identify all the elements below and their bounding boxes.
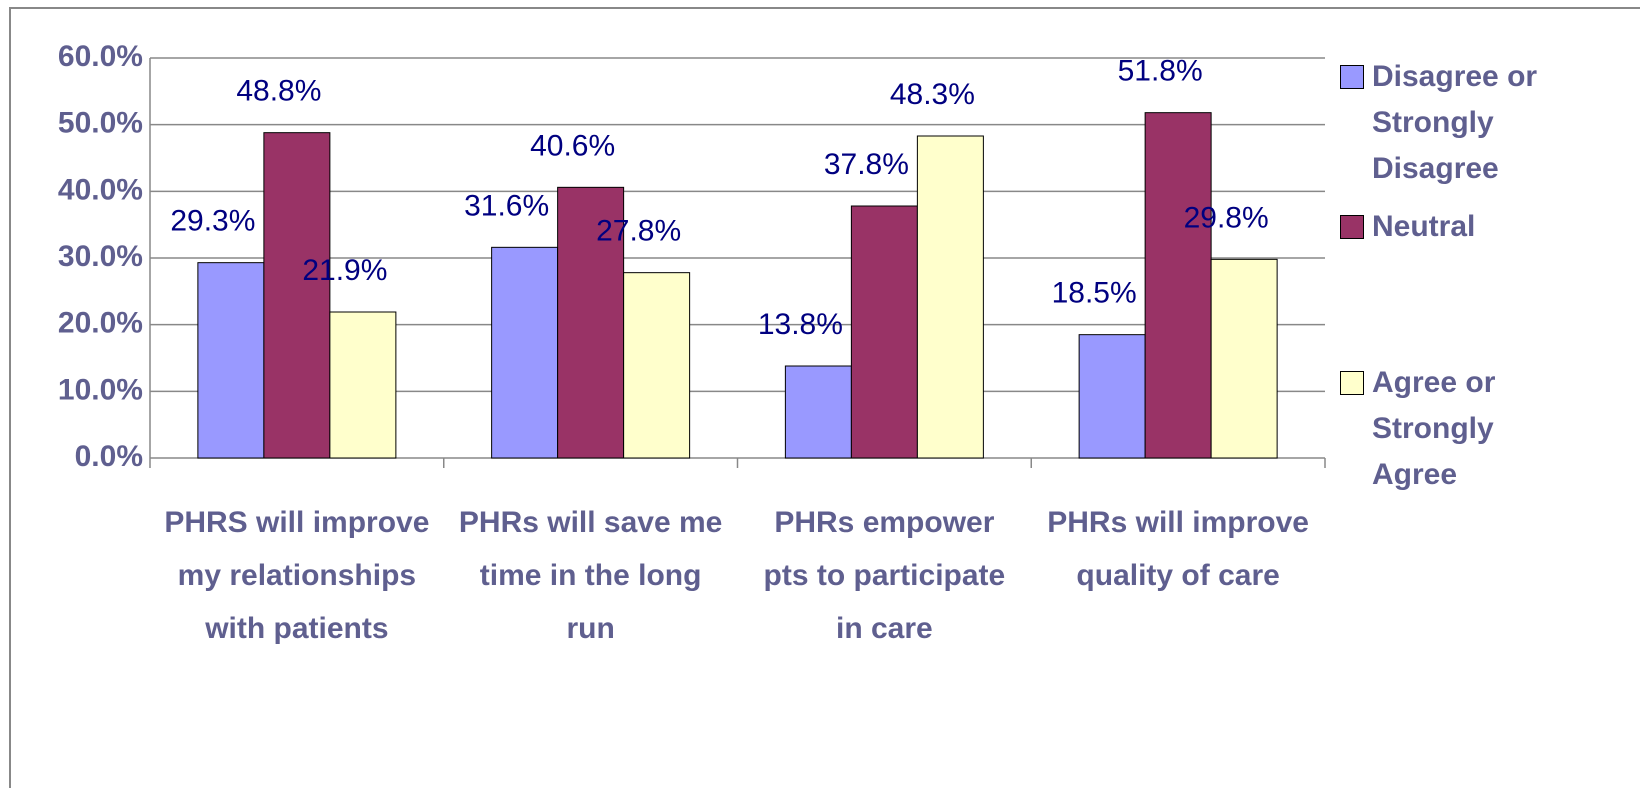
data-label: 40.6% bbox=[530, 129, 615, 162]
data-label: 48.8% bbox=[236, 75, 321, 108]
data-label: 51.8% bbox=[1118, 55, 1203, 88]
data-label: 37.8% bbox=[824, 148, 909, 181]
bar bbox=[491, 246, 559, 459]
bar bbox=[263, 132, 331, 459]
legend-swatch bbox=[1340, 371, 1364, 395]
x-tick-label: PHRs empower pts to participate in care bbox=[763, 506, 1006, 645]
data-label: 31.6% bbox=[464, 189, 549, 222]
y-tick-label: 30.0% bbox=[58, 240, 143, 273]
y-tick-label: 50.0% bbox=[58, 107, 143, 140]
bar bbox=[784, 365, 852, 459]
legend-label: Neutral bbox=[1372, 210, 1476, 243]
x-tick-label: PHRS will improve my relationships with … bbox=[164, 506, 430, 645]
bar bbox=[1210, 258, 1278, 459]
frame bbox=[9, 7, 1640, 788]
data-label: 48.3% bbox=[890, 78, 975, 111]
y-tick-label: 20.0% bbox=[58, 307, 143, 340]
y-tick-label: 0.0% bbox=[75, 440, 143, 473]
bar bbox=[197, 262, 265, 459]
data-label: 18.5% bbox=[1052, 277, 1137, 310]
bar bbox=[1078, 334, 1146, 459]
legend-label: Disagree or Strongly Disagree bbox=[1372, 60, 1538, 185]
data-label: 29.3% bbox=[170, 205, 255, 238]
x-tick-label: PHRs will save me time in the long run bbox=[458, 506, 723, 645]
y-tick-label: 60.0% bbox=[58, 40, 143, 73]
y-tick-label: 40.0% bbox=[58, 173, 143, 206]
bar bbox=[623, 272, 691, 459]
bar bbox=[1144, 112, 1212, 459]
x-tick-label: PHRs will improve quality of care bbox=[1047, 506, 1309, 592]
data-label: 21.9% bbox=[302, 254, 387, 287]
legend-label: Agree or Strongly Agree bbox=[1372, 366, 1496, 491]
bar bbox=[850, 205, 918, 459]
legend-swatch bbox=[1340, 65, 1364, 89]
data-label: 27.8% bbox=[596, 215, 681, 248]
bar bbox=[916, 135, 984, 459]
bar bbox=[557, 186, 625, 459]
legend-swatch bbox=[1340, 215, 1364, 239]
data-label: 13.8% bbox=[758, 308, 843, 341]
data-label: 29.8% bbox=[1184, 201, 1269, 234]
y-tick-label: 10.0% bbox=[58, 373, 143, 406]
bar bbox=[329, 311, 397, 459]
